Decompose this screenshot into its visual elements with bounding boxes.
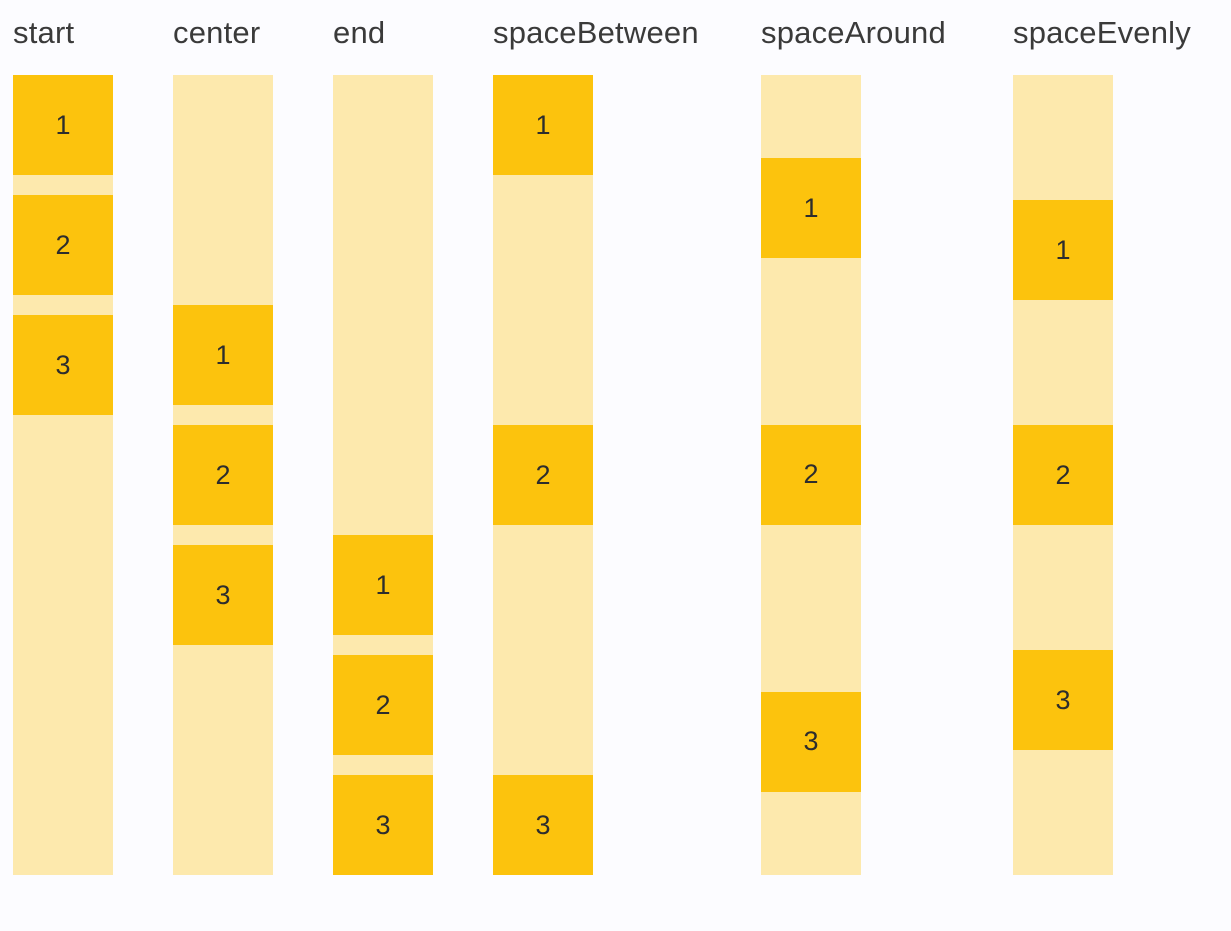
alignment-track-end: 1 2 3 [333,75,433,875]
flex-item-box: 3 [1013,650,1113,750]
alignment-group-space-evenly: spaceEvenly 1 2 3 [1013,14,1191,875]
flex-item-box: 3 [761,691,861,792]
flex-item-box: 2 [13,195,113,295]
alignment-track-space-around: 1 2 3 [761,75,861,875]
flex-item-box: 3 [173,545,273,645]
flex-item-box: 2 [333,655,433,755]
alignment-track-space-between: 1 2 3 [493,75,593,875]
alignment-track-center: 1 2 3 [173,75,273,875]
alignment-group-space-between: spaceBetween 1 2 3 [493,14,701,875]
alignment-group-start: start 1 2 3 [13,14,113,875]
alignment-track-space-evenly: 1 2 3 [1013,75,1113,875]
main-axis-alignment-diagram: start 1 2 3 center 1 2 3 end 1 2 3 space… [13,14,1191,875]
alignment-label-space-between: spaceBetween [493,15,699,50]
alignment-label-end: end [333,15,386,50]
alignment-label-space-evenly: spaceEvenly [1013,15,1191,50]
alignment-track-start: 1 2 3 [13,75,113,875]
flex-item-box: 2 [1013,425,1113,525]
alignment-label-start: start [13,15,75,50]
alignment-group-space-around: spaceAround 1 2 3 [761,14,953,875]
flex-item-box: 1 [13,75,113,175]
flex-item-box: 1 [493,75,593,175]
alignment-group-center: center 1 2 3 [173,14,273,875]
flex-item-box: 3 [333,775,433,875]
flex-item-box: 1 [173,305,273,405]
flex-item-box: 1 [333,535,433,635]
flex-item-box: 2 [493,425,593,525]
alignment-label-center: center [173,15,261,50]
flex-item-box: 2 [173,425,273,525]
alignment-group-end: end 1 2 3 [333,14,433,875]
alignment-label-space-around: spaceAround [761,15,946,50]
flex-item-box: 1 [1013,200,1113,300]
flex-item-box: 3 [13,315,113,415]
flex-item-box: 3 [493,775,593,875]
flex-item-box: 1 [761,158,861,259]
flex-item-box: 2 [761,424,861,525]
